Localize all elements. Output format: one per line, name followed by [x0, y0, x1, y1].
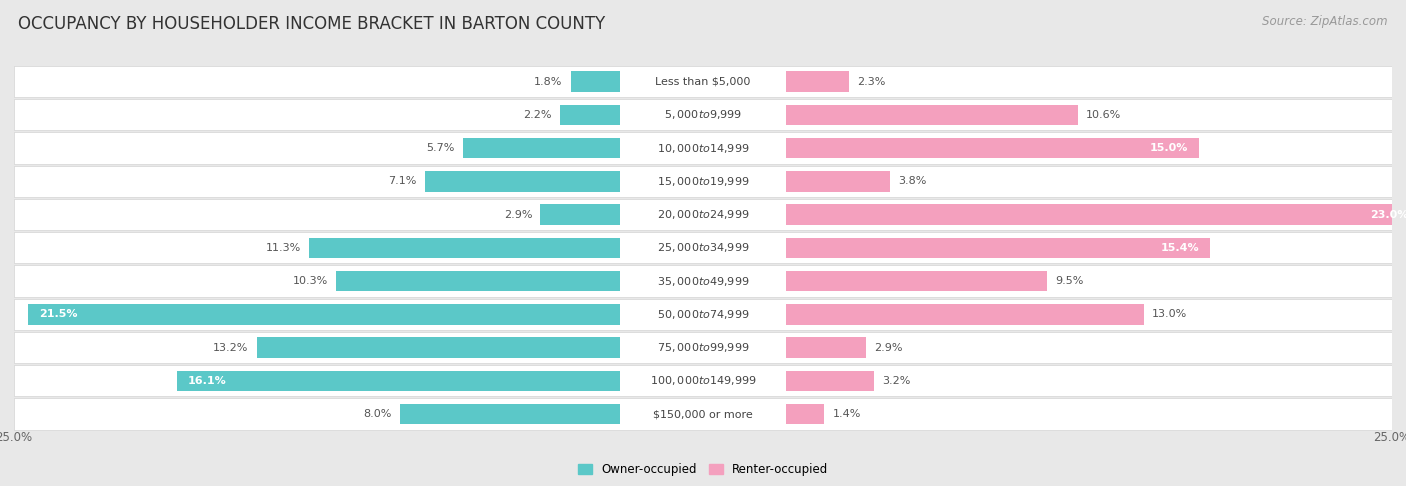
Bar: [786, 238, 1211, 258]
Text: $5,000 to $9,999: $5,000 to $9,999: [664, 108, 742, 122]
Text: Less than $5,000: Less than $5,000: [655, 77, 751, 87]
FancyBboxPatch shape: [14, 199, 1392, 230]
Text: 3.8%: 3.8%: [898, 176, 927, 186]
FancyBboxPatch shape: [14, 399, 1392, 430]
Bar: [786, 171, 890, 191]
Bar: [177, 370, 620, 391]
Bar: [786, 204, 1406, 225]
Text: $20,000 to $24,999: $20,000 to $24,999: [657, 208, 749, 221]
Bar: [786, 138, 1199, 158]
FancyBboxPatch shape: [14, 332, 1392, 363]
Text: 15.0%: 15.0%: [1150, 143, 1188, 153]
Bar: [425, 171, 620, 191]
Text: 25.0%: 25.0%: [1374, 431, 1406, 444]
Text: 2.9%: 2.9%: [503, 209, 531, 220]
Text: 13.0%: 13.0%: [1152, 310, 1188, 319]
Text: 2.9%: 2.9%: [875, 343, 903, 353]
Text: 9.5%: 9.5%: [1056, 276, 1084, 286]
Text: 10.3%: 10.3%: [292, 276, 328, 286]
Text: 8.0%: 8.0%: [363, 409, 392, 419]
Text: $15,000 to $19,999: $15,000 to $19,999: [657, 175, 749, 188]
Text: 2.3%: 2.3%: [858, 77, 886, 87]
Text: $150,000 or more: $150,000 or more: [654, 409, 752, 419]
FancyBboxPatch shape: [14, 166, 1392, 197]
Bar: [309, 238, 620, 258]
Bar: [399, 404, 620, 424]
Text: 2.2%: 2.2%: [523, 110, 551, 120]
Text: $25,000 to $34,999: $25,000 to $34,999: [657, 242, 749, 254]
Text: 5.7%: 5.7%: [426, 143, 456, 153]
FancyBboxPatch shape: [14, 365, 1392, 397]
FancyBboxPatch shape: [14, 99, 1392, 130]
Text: OCCUPANCY BY HOUSEHOLDER INCOME BRACKET IN BARTON COUNTY: OCCUPANCY BY HOUSEHOLDER INCOME BRACKET …: [18, 15, 606, 33]
Text: $100,000 to $149,999: $100,000 to $149,999: [650, 374, 756, 387]
Bar: [786, 271, 1047, 292]
FancyBboxPatch shape: [14, 133, 1392, 164]
Text: 15.4%: 15.4%: [1160, 243, 1199, 253]
Bar: [256, 337, 620, 358]
Text: 1.4%: 1.4%: [832, 409, 860, 419]
FancyBboxPatch shape: [14, 232, 1392, 263]
FancyBboxPatch shape: [14, 265, 1392, 297]
Bar: [560, 104, 620, 125]
Bar: [786, 104, 1078, 125]
Text: $75,000 to $99,999: $75,000 to $99,999: [657, 341, 749, 354]
Bar: [786, 370, 875, 391]
Text: 21.5%: 21.5%: [39, 310, 77, 319]
Bar: [336, 271, 620, 292]
Bar: [786, 404, 824, 424]
Bar: [571, 71, 620, 92]
Legend: Owner-occupied, Renter-occupied: Owner-occupied, Renter-occupied: [572, 458, 834, 481]
Text: 7.1%: 7.1%: [388, 176, 416, 186]
Text: 10.6%: 10.6%: [1085, 110, 1122, 120]
FancyBboxPatch shape: [14, 299, 1392, 330]
Text: 11.3%: 11.3%: [266, 243, 301, 253]
Bar: [786, 304, 1144, 325]
Bar: [463, 138, 620, 158]
Bar: [28, 304, 620, 325]
Text: Source: ZipAtlas.com: Source: ZipAtlas.com: [1263, 15, 1388, 28]
Text: 13.2%: 13.2%: [212, 343, 249, 353]
Text: $10,000 to $14,999: $10,000 to $14,999: [657, 141, 749, 155]
Bar: [786, 71, 849, 92]
Text: $50,000 to $74,999: $50,000 to $74,999: [657, 308, 749, 321]
Text: $35,000 to $49,999: $35,000 to $49,999: [657, 275, 749, 288]
Text: 16.1%: 16.1%: [187, 376, 226, 386]
Bar: [540, 204, 620, 225]
Text: 1.8%: 1.8%: [534, 77, 562, 87]
Text: 23.0%: 23.0%: [1369, 209, 1406, 220]
Text: 3.2%: 3.2%: [882, 376, 911, 386]
Bar: [786, 337, 866, 358]
FancyBboxPatch shape: [14, 66, 1392, 97]
Text: 25.0%: 25.0%: [0, 431, 32, 444]
